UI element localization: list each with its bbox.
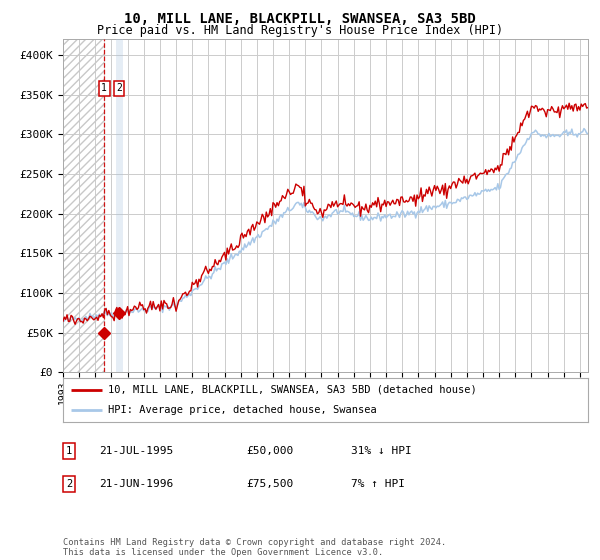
Text: 21-JUL-1995: 21-JUL-1995 bbox=[99, 446, 173, 456]
Text: 21-JUN-1996: 21-JUN-1996 bbox=[99, 479, 173, 489]
Text: 10, MILL LANE, BLACKPILL, SWANSEA, SA3 5BD: 10, MILL LANE, BLACKPILL, SWANSEA, SA3 5… bbox=[124, 12, 476, 26]
Text: 2: 2 bbox=[66, 479, 72, 489]
Text: £50,000: £50,000 bbox=[246, 446, 293, 456]
Text: 1: 1 bbox=[101, 83, 107, 94]
Text: 1: 1 bbox=[66, 446, 72, 456]
Text: HPI: Average price, detached house, Swansea: HPI: Average price, detached house, Swan… bbox=[107, 405, 376, 415]
Text: 10, MILL LANE, BLACKPILL, SWANSEA, SA3 5BD (detached house): 10, MILL LANE, BLACKPILL, SWANSEA, SA3 5… bbox=[107, 385, 476, 395]
Text: £75,500: £75,500 bbox=[246, 479, 293, 489]
Bar bbox=[63, 39, 104, 372]
Text: Price paid vs. HM Land Registry's House Price Index (HPI): Price paid vs. HM Land Registry's House … bbox=[97, 24, 503, 36]
Text: 31% ↓ HPI: 31% ↓ HPI bbox=[351, 446, 412, 456]
Text: 2: 2 bbox=[116, 83, 122, 94]
Text: 7% ↑ HPI: 7% ↑ HPI bbox=[351, 479, 405, 489]
Text: Contains HM Land Registry data © Crown copyright and database right 2024.
This d: Contains HM Land Registry data © Crown c… bbox=[63, 538, 446, 557]
